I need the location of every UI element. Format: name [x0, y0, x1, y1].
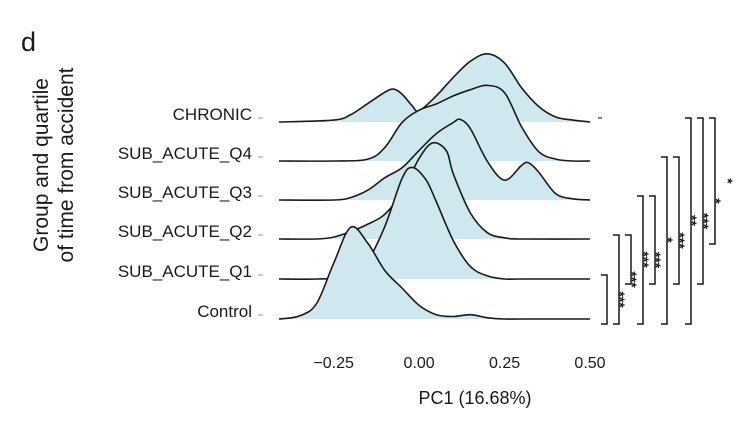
significance-label: ***	[648, 252, 664, 269]
significance-bracket: ***	[637, 195, 664, 325]
significance-label: *	[660, 237, 676, 243]
ridge-line-sub-acute-q4	[278, 84, 591, 162]
ridge-line-sub-acute-q2	[278, 141, 591, 240]
significance-label: *	[720, 178, 736, 184]
x-tick-label: −0.25	[313, 355, 354, 372]
significance-label: ***	[636, 251, 652, 268]
ridge-line-sub-acute-q3	[278, 118, 591, 201]
ridge-control	[278, 225, 590, 320]
significance-bracket: ***	[625, 234, 652, 285]
significance-bracket: *	[697, 117, 724, 285]
category-labels: CHRONIC SUB_ACUTE_Q4 SUB_ACUTE_Q3 SUB_ACUTE…	[118, 105, 602, 321]
x-tick-label: 0.50	[574, 355, 605, 372]
significance-label: ***	[696, 213, 712, 230]
significance-label: **	[684, 215, 700, 226]
ridge-fill-sub-acute-q1	[333, 167, 590, 280]
y-axis-title-line-1: Group and quartile	[30, 78, 53, 252]
ridge-fill-chronic	[333, 53, 590, 122]
x-tick-label: 0.25	[489, 355, 520, 372]
significance-bracket: ***	[613, 234, 640, 325]
category-label-sub-acute-q3: SUB_ACUTE_Q3	[118, 183, 252, 202]
ridge-sub-acute-q3	[278, 118, 591, 201]
significance-label: ***	[624, 271, 640, 288]
significance-label: *	[708, 198, 724, 204]
significance-label: ***	[612, 291, 628, 308]
x-axis-title: PC1 (16.68%)	[418, 388, 531, 408]
y-axis-title-line-2: of time from accident	[55, 67, 78, 262]
significance-bracket: *	[709, 117, 736, 245]
ridge-line-chronic	[278, 52, 591, 123]
ridge-line-control	[278, 225, 590, 320]
ridge-chronic	[278, 52, 591, 123]
significance-bracket: ***	[661, 156, 688, 325]
ridge-fill-control	[279, 226, 590, 320]
significance-bracket: **	[673, 156, 700, 285]
y-axis-title: Group and quartile of time from accident	[30, 67, 78, 262]
category-label-control: Control	[197, 302, 252, 321]
significance-bracket: ***	[601, 274, 628, 325]
category-label-sub-acute-q1: SUB_ACUTE_Q1	[118, 262, 252, 281]
panel-letter: d	[21, 27, 36, 57]
significance-bracket: ***	[685, 117, 712, 325]
x-axis-ticks: −0.25 0.00 0.25 0.50	[313, 355, 605, 372]
significance-label: ***	[672, 232, 688, 249]
category-label-sub-acute-q4: SUB_ACUTE_Q4	[118, 144, 252, 163]
ridge-fill-sub-acute-q3	[333, 119, 590, 201]
ridges-group	[278, 52, 591, 320]
significance-brackets: ***********************	[601, 117, 736, 325]
category-label-chronic: CHRONIC	[173, 105, 252, 124]
significance-bracket: *	[649, 195, 676, 285]
category-label-sub-acute-q2: SUB_ACUTE_Q2	[118, 222, 252, 241]
x-tick-label: 0.00	[404, 355, 435, 372]
